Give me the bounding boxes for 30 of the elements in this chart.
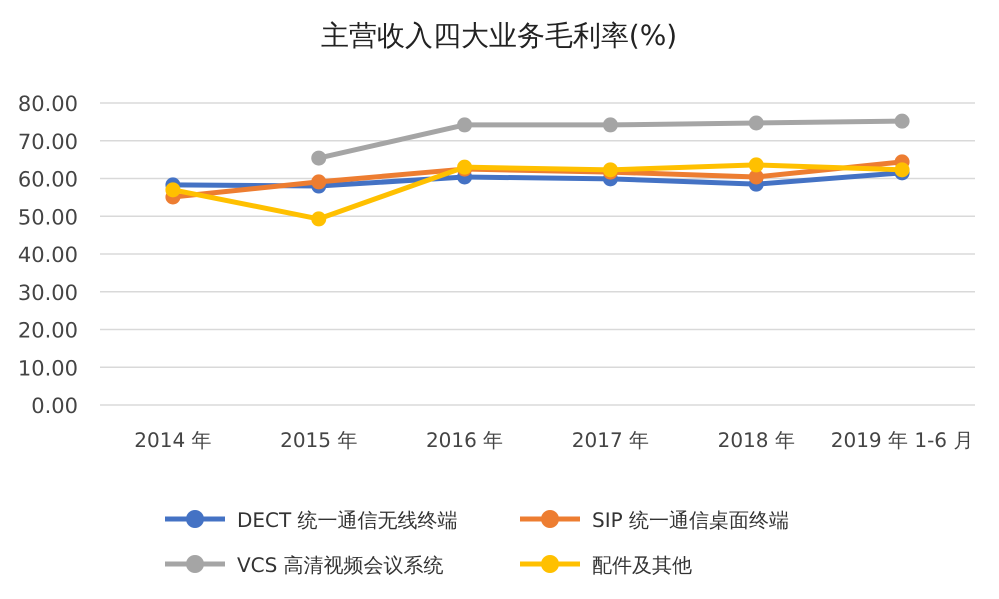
x-tick-label: 2014 年	[134, 428, 212, 452]
point	[894, 162, 910, 178]
legend-label: DECT 统一通信无线终端	[237, 508, 458, 532]
point	[457, 117, 472, 132]
point	[165, 182, 180, 198]
point	[311, 150, 326, 166]
y-tick-label: 10.00	[18, 356, 78, 380]
y-tick-label: 30.00	[18, 280, 78, 305]
x-tick-label: 2016 年	[426, 428, 504, 452]
point	[311, 211, 326, 226]
x-tick-label: 2018 年	[718, 428, 795, 452]
y-tick-label: 80.00	[18, 92, 78, 116]
legend-label: VCS 高清视频会议系统	[237, 553, 444, 577]
y-tick-label: 40.00	[18, 243, 78, 267]
y-tick-label: 70.00	[18, 130, 78, 154]
title: 主营收入四大业务毛利率(%)	[320, 19, 678, 52]
legend-label: SIP 统一通信桌面终端	[592, 508, 790, 532]
y-tick-label: 0.00	[31, 394, 78, 418]
point	[748, 116, 764, 131]
x-tick-label: 2015 年	[280, 428, 358, 452]
x-tick-label: 2019 年 1-6 月	[830, 428, 974, 452]
point	[602, 117, 618, 132]
point	[748, 157, 764, 172]
y-tick-label: 60.00	[18, 168, 78, 192]
x-tick-label: 2017 年	[572, 428, 650, 452]
point	[311, 174, 326, 190]
y-tick-label: 20.00	[18, 318, 78, 342]
legend-label: 配件及其他	[592, 553, 692, 577]
point	[894, 114, 910, 129]
y-tick-label: 50.00	[18, 205, 78, 230]
